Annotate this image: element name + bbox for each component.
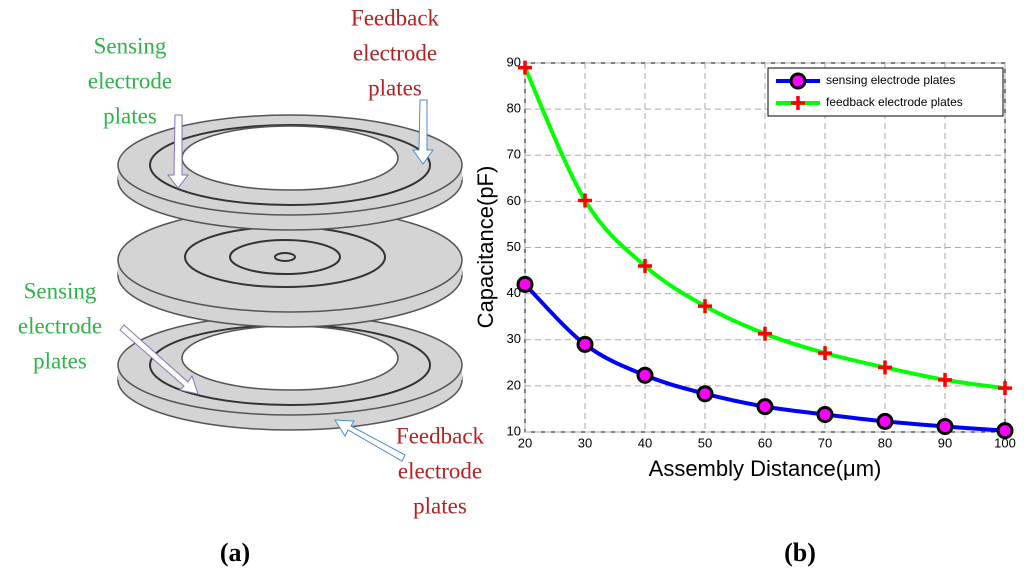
groove [274, 252, 296, 262]
hole [181, 125, 399, 191]
plate-label: Feedback [396, 423, 485, 448]
plate-label: electrode [398, 458, 482, 483]
plate-label: electrode [353, 40, 437, 65]
data-point [638, 258, 652, 273]
legend-marker [791, 96, 805, 110]
y-tick-label: 80 [507, 101, 521, 116]
legend-label: feedback electrode plates [826, 95, 963, 109]
y-tick-label: 50 [507, 239, 521, 254]
legend-label: sensing electrode plates [826, 73, 955, 87]
x-tick-label: 70 [818, 435, 832, 450]
data-point [758, 326, 772, 341]
data-point [698, 299, 712, 314]
y-tick-label: 20 [507, 377, 521, 392]
groove [149, 124, 431, 206]
data-point [756, 398, 774, 416]
x-tick-label: 30 [578, 435, 592, 450]
plate-label: electrode [18, 313, 102, 338]
data-point [636, 366, 654, 384]
data-point [998, 381, 1012, 396]
data-point [996, 422, 1014, 440]
labels: Feedback electrode plates Sensing electrode p… [18, 5, 485, 518]
arrow [334, 419, 406, 462]
y-tick-label: 10 [507, 423, 521, 438]
x-tick-label: 80 [878, 435, 892, 450]
data-point [578, 193, 592, 208]
y-tick-label: 60 [507, 193, 521, 208]
y-tick-label: 90 [507, 54, 521, 69]
plate-label: Feedback [351, 5, 440, 30]
data-point [878, 360, 892, 375]
x-tick-label: 60 [758, 435, 772, 450]
data-point [516, 275, 534, 293]
plate-label: Sensing [24, 278, 97, 303]
legend-marker [789, 72, 807, 90]
x-tick-label: 20 [518, 435, 532, 450]
plate-label: plates [103, 103, 157, 128]
y-axis-label: Capacitance(pF) [473, 166, 498, 329]
x-tick-label: 50 [698, 435, 712, 450]
x-tick-label: 100 [994, 435, 1016, 450]
caption: (a) [220, 538, 250, 567]
x-tick-label: 90 [938, 435, 952, 450]
y-tick-label: 70 [507, 147, 521, 162]
y-tick-label: 30 [507, 331, 521, 346]
hole [181, 325, 399, 391]
plate-label: electrode [88, 68, 172, 93]
data-point [816, 405, 834, 423]
data-point [518, 60, 532, 75]
plates-diagram [117, 99, 463, 462]
plate-label: plates [368, 75, 422, 100]
legend [767, 67, 1004, 117]
data-point [936, 417, 954, 435]
data-point [696, 385, 714, 403]
plate-label: plates [413, 493, 467, 518]
x-axis-label: Assembly Distance(μm) [649, 456, 882, 481]
data-point [818, 346, 832, 361]
data-point [576, 335, 594, 353]
arrow [412, 99, 434, 165]
data-point [938, 372, 952, 387]
caption: (b) [784, 538, 816, 567]
plate-label: plates [33, 348, 87, 373]
groove [229, 239, 341, 275]
x-tick-label: 40 [638, 435, 652, 450]
data-point [876, 412, 894, 430]
y-tick-label: 40 [507, 285, 521, 300]
arrow [119, 324, 199, 395]
plate-label: Sensing [94, 33, 167, 58]
arrow [166, 114, 190, 189]
